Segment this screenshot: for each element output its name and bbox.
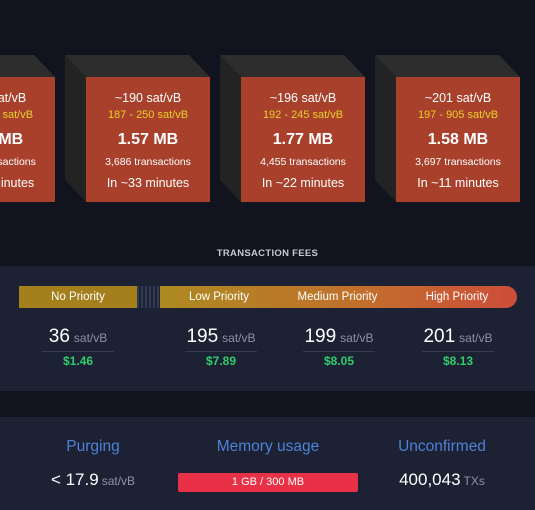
block-fee-range: 187 - 250 sat/vB: [107, 109, 189, 121]
block-face: ~190 sat/vB 187 - 250 sat/vB 1.57 MB 3,6…: [86, 77, 210, 202]
block-fee-range: 185 - 187 sat/vB: [0, 109, 34, 121]
fee-rate-unit: sat/vB: [340, 331, 374, 345]
fee-usd-value: $8.13: [442, 354, 474, 368]
mempool-block[interactable]: ~190 sat/vB 187 - 250 sat/vB 1.57 MB 3,6…: [65, 55, 210, 202]
memory-usage-title: Memory usage: [216, 438, 320, 455]
priority-separator: [137, 286, 160, 308]
medium-priority-label: Medium Priority: [297, 291, 378, 303]
block-size: 1.55 MB: [0, 131, 24, 148]
block-tx-count: 3,533 transactions: [0, 156, 36, 168]
fee-high-priority: 201 sat/vB $8.13: [398, 323, 518, 368]
fee-rate-value: 201: [423, 326, 456, 347]
purging-number: < 17.9: [50, 470, 99, 489]
block-face: ~201 sat/vB 197 - 905 sat/vB 1.58 MB 3,6…: [396, 77, 520, 202]
block-tx-count: 3,697 transactions: [415, 156, 501, 168]
block-side: [220, 55, 241, 202]
fee-low-priority: 195 sat/vB $7.89: [161, 323, 281, 368]
fee-rate-unit: sat/vB: [222, 331, 256, 345]
transaction-fees-panel: No Priority Low Priority Medium Priority…: [0, 266, 535, 391]
mempool-block[interactable]: ~201 sat/vB 197 - 905 sat/vB 1.58 MB 3,6…: [375, 55, 520, 202]
fee-no-priority: 36 sat/vB $1.46: [18, 323, 138, 368]
low-priority-label: Low Priority: [188, 291, 250, 303]
purging-title: Purging: [66, 438, 120, 455]
fee-rate-unit: sat/vB: [459, 331, 493, 345]
unconfirmed-title: Unconfirmed: [398, 438, 486, 455]
block-size: 1.58 MB: [427, 131, 489, 148]
unconfirmed-number: 400,043: [399, 470, 461, 489]
divider: [42, 351, 114, 352]
fee-rate-value: 195: [186, 326, 219, 347]
fee-usd-value: $7.89: [205, 354, 237, 368]
fee-rate-value: 36: [48, 326, 70, 347]
transaction-fees-title: TRANSACTION FEES: [216, 248, 319, 259]
block-top: [0, 55, 55, 77]
block-eta: In ~33 minutes: [106, 176, 190, 190]
block-median-fee: ~187 sat/vB: [0, 91, 27, 105]
divider: [422, 351, 494, 352]
block-eta: In ~22 minutes: [261, 176, 345, 190]
fee-usd-value: $8.05: [323, 354, 355, 368]
mempool-blocks: ~187 sat/vB 185 - 187 sat/vB 1.55 MB 3,5…: [0, 0, 535, 240]
priority-gradient: Low Priority Medium Priority High Priori…: [160, 286, 517, 308]
block-median-fee: ~201 sat/vB: [424, 91, 492, 105]
block-median-fee: ~196 sat/vB: [269, 91, 337, 105]
mempool-block[interactable]: ~187 sat/vB 185 - 187 sat/vB 1.55 MB 3,5…: [0, 55, 55, 202]
block-top: [375, 55, 520, 77]
fee-rate-unit: sat/vB: [73, 331, 108, 345]
block-median-fee: ~190 sat/vB: [114, 91, 182, 105]
purging-value: < 17.9 sat/vB: [33, 470, 153, 490]
block-size: 1.77 MB: [272, 131, 334, 148]
block-tx-count: 3,686 transactions: [105, 156, 191, 168]
block-size: 1.57 MB: [117, 131, 179, 148]
block-top: [220, 55, 365, 77]
fee-usd-value: $1.46: [62, 354, 94, 368]
divider: [185, 351, 257, 352]
block-tx-count: 4,455 transactions: [260, 156, 346, 168]
block-eta: In ~11 minutes: [417, 176, 499, 190]
block-fee-range: 192 - 245 sat/vB: [262, 109, 344, 121]
divider: [303, 351, 375, 352]
memory-usage-bar: 1 GB / 300 MB: [178, 473, 358, 492]
block-eta: In ~44 minutes: [0, 176, 35, 190]
block-face: ~196 sat/vB 192 - 245 sat/vB 1.77 MB 4,4…: [241, 77, 365, 202]
unconfirmed-value: 400,043 TXs: [372, 470, 512, 490]
mempool-block[interactable]: ~196 sat/vB 192 - 245 sat/vB 1.77 MB 4,4…: [220, 55, 365, 202]
no-priority-label: No Priority: [19, 286, 137, 308]
block-side: [65, 55, 86, 202]
purging-unit: sat/vB: [101, 474, 136, 488]
high-priority-label: High Priority: [425, 291, 489, 303]
block-face: ~187 sat/vB 185 - 187 sat/vB 1.55 MB 3,5…: [0, 77, 55, 202]
block-top: [65, 55, 210, 77]
block-fee-range: 197 - 905 sat/vB: [417, 109, 499, 121]
unconfirmed-unit: TXs: [463, 474, 485, 488]
fee-rate-value: 199: [304, 326, 337, 347]
mempool-stats-panel: Purging < 17.9 sat/vB Memory usage 1 GB /…: [0, 417, 535, 510]
block-side: [375, 55, 396, 202]
fee-medium-priority: 199 sat/vB $8.05: [279, 323, 399, 368]
